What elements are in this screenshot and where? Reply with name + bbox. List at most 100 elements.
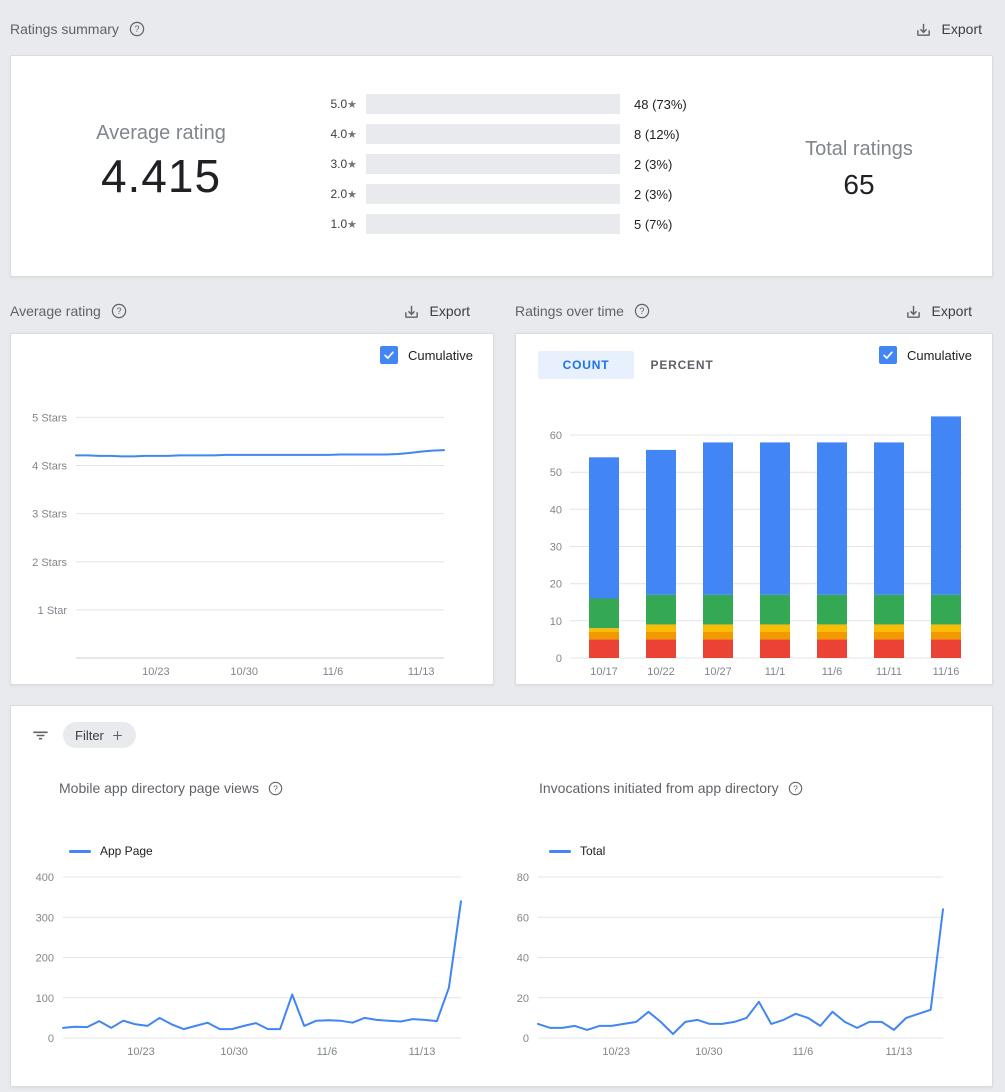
export-button[interactable]: Export xyxy=(403,303,470,320)
svg-text:3 Stars: 3 Stars xyxy=(32,509,67,521)
svg-text:11/1: 11/1 xyxy=(765,666,786,678)
count-percent-tabs: COUNT PERCENT xyxy=(538,351,730,379)
svg-text:11/13: 11/13 xyxy=(409,1046,436,1058)
svg-text:11/16: 11/16 xyxy=(933,666,960,678)
average-rating-header: Average rating ? Export xyxy=(10,296,470,326)
average-rating-value: 4.415 xyxy=(100,150,222,202)
help-icon[interactable]: ? xyxy=(111,303,127,319)
total-ratings-block: Total ratings 65 xyxy=(699,138,1005,201)
svg-text:10/30: 10/30 xyxy=(695,1046,723,1058)
star-icon: ★ xyxy=(347,219,357,231)
star-icon: ★ xyxy=(347,129,357,141)
average-rating-label: Average rating xyxy=(96,122,226,144)
star-icon: ★ xyxy=(347,99,357,111)
svg-text:40: 40 xyxy=(517,953,529,965)
svg-text:40: 40 xyxy=(550,504,562,516)
page-title: Ratings summary xyxy=(10,21,119,37)
svg-text:10/27: 10/27 xyxy=(704,666,732,678)
distribution-row: 5.0★ 48 (73%) xyxy=(311,94,687,114)
tab-count[interactable]: COUNT xyxy=(538,351,634,379)
rating-count: 2 (3%) xyxy=(634,186,673,202)
rating-label: 5.0 xyxy=(330,97,348,111)
help-icon[interactable]: ? xyxy=(129,21,145,37)
svg-text:80: 80 xyxy=(517,872,529,884)
export-button[interactable]: Export xyxy=(915,21,982,38)
star-icon: ★ xyxy=(347,159,357,171)
directory-metrics-card: Filter Mobile app directory page views ?… xyxy=(10,705,993,1087)
export-button[interactable]: Export xyxy=(905,303,972,320)
svg-text:0: 0 xyxy=(523,1033,529,1045)
rating-count: 2 (3%) xyxy=(634,156,673,172)
page-views-chart: 0 100 200 300 400 10/23 10/30 11/6 11/13 xyxy=(36,872,462,1058)
rating-count: 48 (73%) xyxy=(634,96,687,112)
svg-text:200: 200 xyxy=(36,953,54,965)
help-icon[interactable]: ? xyxy=(268,781,283,796)
rating-label: 3.0 xyxy=(330,157,348,171)
checkbox-checked-icon[interactable] xyxy=(379,346,398,364)
svg-text:20: 20 xyxy=(550,579,562,591)
rating-bar-track xyxy=(366,214,620,234)
svg-text:11/13: 11/13 xyxy=(886,1046,913,1058)
svg-text:11/6: 11/6 xyxy=(317,1046,338,1058)
cumulative-checkbox[interactable]: Cumulative xyxy=(379,346,473,364)
average-rating-chart-card: Cumulative 5 Stars 4 Stars 3 Stars 2 Stars 1… xyxy=(10,333,494,685)
distribution-row: 4.0★ 8 (12%) xyxy=(311,124,687,144)
svg-text:4 Stars: 4 Stars xyxy=(32,461,67,473)
help-icon[interactable]: ? xyxy=(634,303,650,319)
filter-list-icon[interactable] xyxy=(31,726,50,745)
svg-text:300: 300 xyxy=(36,912,54,924)
ratings-over-time-chart: 0 10 20 30 40 50 60 10/17 10/22 10/27 11/1 11/6 11/1… xyxy=(550,416,962,678)
svg-text:2 Stars: 2 Stars xyxy=(32,557,67,569)
svg-text:11/6: 11/6 xyxy=(822,666,843,678)
average-rating-block: Average rating 4.415 xyxy=(11,122,311,203)
section-title: Average rating xyxy=(10,303,101,319)
rating-label: 1.0 xyxy=(330,217,348,231)
svg-text:60: 60 xyxy=(550,430,562,442)
tab-percent[interactable]: PERCENT xyxy=(650,358,714,372)
page-views-title: Mobile app directory page views ? xyxy=(59,780,283,796)
svg-text:0: 0 xyxy=(48,1033,54,1045)
svg-text:?: ? xyxy=(134,24,139,34)
help-icon[interactable]: ? xyxy=(788,781,803,796)
rating-count: 5 (7%) xyxy=(634,216,673,232)
svg-text:10/22: 10/22 xyxy=(647,666,675,678)
ratings-over-time-chart-card: COUNT PERCENT Cumulative 0 10 20 30 40 50 60 10… xyxy=(515,333,993,685)
svg-text:?: ? xyxy=(793,783,798,793)
rating-label: 2.0 xyxy=(330,187,348,201)
star-icon: ★ xyxy=(347,189,357,201)
distribution-row: 2.0★ 2 (3%) xyxy=(311,184,687,204)
checkbox-checked-icon[interactable] xyxy=(878,346,897,364)
rating-bar-track xyxy=(366,154,620,174)
ratings-over-time-header: Ratings over time ? Export xyxy=(515,296,972,326)
plus-icon xyxy=(111,729,124,742)
total-ratings-value: 65 xyxy=(843,169,875,200)
cumulative-label: Cumulative xyxy=(407,347,473,363)
total-ratings-label: Total ratings xyxy=(805,138,913,160)
invocations-title: Invocations initiated from app directory… xyxy=(539,780,803,796)
rating-label: 4.0 xyxy=(330,127,348,141)
download-icon xyxy=(915,21,932,38)
svg-text:100: 100 xyxy=(36,993,54,1005)
rating-bar-track xyxy=(366,124,620,144)
svg-text:?: ? xyxy=(116,306,121,316)
legend-line-swatch xyxy=(69,849,91,853)
svg-text:30: 30 xyxy=(550,542,562,554)
svg-text:400: 400 xyxy=(36,872,54,884)
invocations-legend: Total xyxy=(549,844,605,858)
distribution-row: 1.0★ 5 (7%) xyxy=(311,214,687,234)
legend-line-swatch xyxy=(549,849,571,853)
download-icon xyxy=(403,303,420,320)
rating-bar-track xyxy=(366,184,620,204)
svg-text:11/11: 11/11 xyxy=(876,666,902,678)
cumulative-label: Cumulative xyxy=(906,347,972,363)
page-views-legend: App Page xyxy=(69,844,153,858)
invocations-chart: 0 20 40 60 80 10/23 10/30 11/6 11/13 xyxy=(517,872,944,1058)
svg-text:?: ? xyxy=(639,306,644,316)
svg-text:10/23: 10/23 xyxy=(602,1046,630,1058)
cumulative-checkbox[interactable]: Cumulative xyxy=(878,346,972,364)
filter-chip[interactable]: Filter xyxy=(63,722,136,748)
section-title: Ratings over time xyxy=(515,303,624,319)
rating-distribution: 5.0★ 48 (73%) 4.0★ 8 (12%) 3.0★ 2 (3%) 2… xyxy=(311,94,687,244)
ratings-summary-header: Ratings summary ? Export xyxy=(10,14,982,44)
